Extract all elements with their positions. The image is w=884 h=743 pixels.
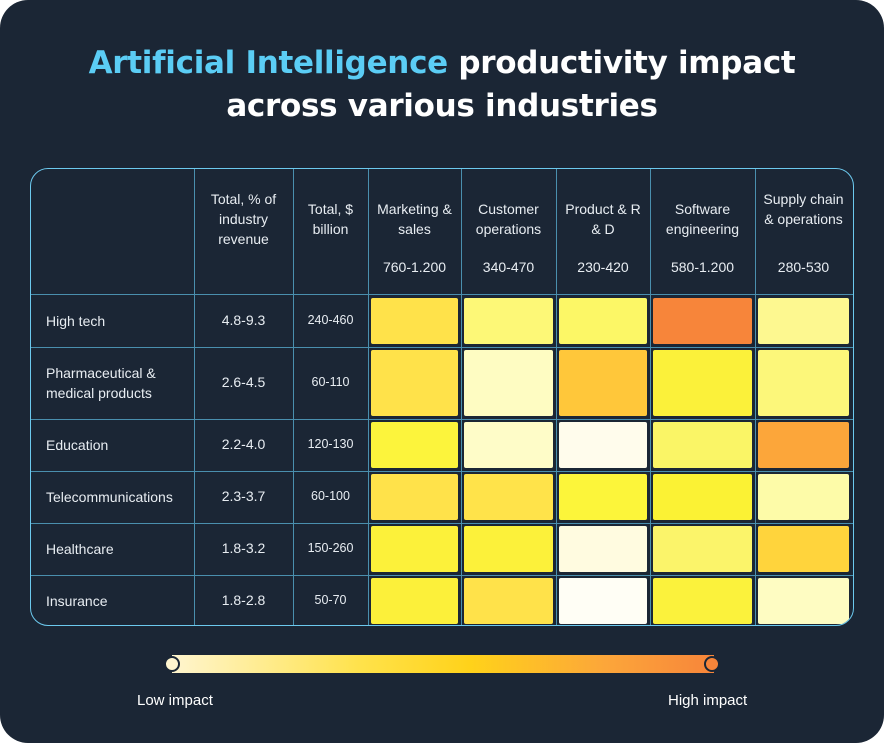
row-billion: 60-110 — [311, 375, 350, 389]
row-revenue-pct: 2.2-4.0 — [221, 436, 266, 452]
heatmap-cell — [371, 350, 458, 416]
row-billion: 120-130 — [307, 437, 354, 451]
header-function-name: Software engineering — [665, 201, 740, 237]
heatmap-cell — [371, 422, 458, 468]
heatmap-cell — [559, 474, 647, 520]
column-divider — [650, 169, 651, 625]
heatmap-cell — [758, 298, 849, 344]
legend-low-marker — [164, 656, 180, 672]
column-divider — [194, 169, 195, 625]
header-function-range: 230-420 — [577, 259, 629, 275]
row-billion: 240-460 — [307, 313, 354, 327]
header-billion: Total, $ billion — [307, 201, 354, 237]
heatmap-cell — [758, 350, 849, 416]
heatmap-cell — [559, 526, 647, 572]
row-divider — [31, 471, 853, 472]
legend-low-label: Low impact — [137, 692, 213, 709]
row-industry-label: Pharmaceutical & medical products — [46, 365, 156, 401]
heatmap-cell — [559, 578, 647, 624]
heatmap-cell — [653, 526, 752, 572]
row-industry-label: Insurance — [46, 593, 108, 609]
header-function-name: Supply chain & operations — [763, 191, 844, 227]
row-revenue-pct: 4.8-9.3 — [221, 312, 266, 328]
heatmap-table: Total, % of industry revenue Total, $ bil… — [30, 168, 854, 626]
heatmap-cell — [653, 350, 752, 416]
row-revenue-pct: 1.8-3.2 — [221, 540, 266, 556]
row-industry-label: Telecommunications — [46, 489, 173, 505]
heatmap-cell — [653, 474, 752, 520]
title-rest: productivity impact — [447, 45, 796, 81]
row-revenue-pct: 2.3-3.7 — [221, 488, 266, 504]
column-divider — [461, 169, 462, 625]
heatmap-cell — [758, 578, 849, 624]
heatmap-cell — [464, 422, 553, 468]
heatmap-cell — [559, 298, 647, 344]
row-industry-label: Education — [46, 437, 109, 453]
heatmap-cell — [464, 298, 553, 344]
heatmap-cell — [464, 474, 553, 520]
heatmap-cell — [758, 474, 849, 520]
row-revenue-pct: 1.8-2.8 — [221, 592, 266, 608]
row-industry-label: Healthcare — [46, 541, 114, 557]
header-function-range: 580-1.200 — [670, 259, 735, 275]
row-divider — [31, 294, 853, 295]
heatmap-cell — [559, 350, 647, 416]
heatmap-cell — [653, 578, 752, 624]
heatmap-cell — [653, 298, 752, 344]
header-revenue-pct: Total, % of industry revenue — [210, 191, 277, 247]
legend-high-marker — [704, 656, 720, 672]
header-function-range: 760-1.200 — [382, 259, 447, 275]
row-divider — [31, 523, 853, 524]
heatmap-cell — [464, 526, 553, 572]
heatmap-cell — [653, 422, 752, 468]
heatmap-cell — [371, 578, 458, 624]
column-divider — [368, 169, 369, 625]
header-function-name: Customer operations — [475, 201, 542, 237]
title-highlight: Artificial Intelligence — [88, 45, 449, 81]
row-divider — [31, 575, 853, 576]
heatmap-cell — [559, 422, 647, 468]
heatmap-cell — [464, 578, 553, 624]
row-divider — [31, 419, 853, 420]
row-billion: 60-100 — [311, 489, 350, 503]
header-function-name: Marketing & sales — [377, 201, 452, 237]
row-billion: 150-260 — [307, 541, 354, 555]
row-divider — [31, 347, 853, 348]
column-divider — [556, 169, 557, 625]
heatmap-cell — [758, 422, 849, 468]
chart-title: Artificial Intelligence productivity imp… — [0, 42, 884, 128]
row-industry-label: High tech — [46, 313, 106, 329]
header-function-range: 340-470 — [482, 259, 535, 275]
legend-gradient-bar — [172, 655, 714, 673]
heatmap-cell — [464, 350, 553, 416]
title-line2: across various industries — [226, 88, 658, 124]
header-function-range: 280-530 — [777, 259, 830, 275]
heatmap-cell — [371, 474, 458, 520]
heatmap-cell — [371, 298, 458, 344]
column-divider — [293, 169, 294, 625]
column-divider — [755, 169, 756, 625]
heatmap-cell — [371, 526, 458, 572]
header-function-name: Product & R & D — [565, 201, 641, 237]
row-revenue-pct: 2.6-4.5 — [221, 374, 266, 390]
legend-high-label: High impact — [668, 692, 748, 709]
heatmap-cell — [758, 526, 849, 572]
row-billion: 50-70 — [314, 593, 347, 607]
